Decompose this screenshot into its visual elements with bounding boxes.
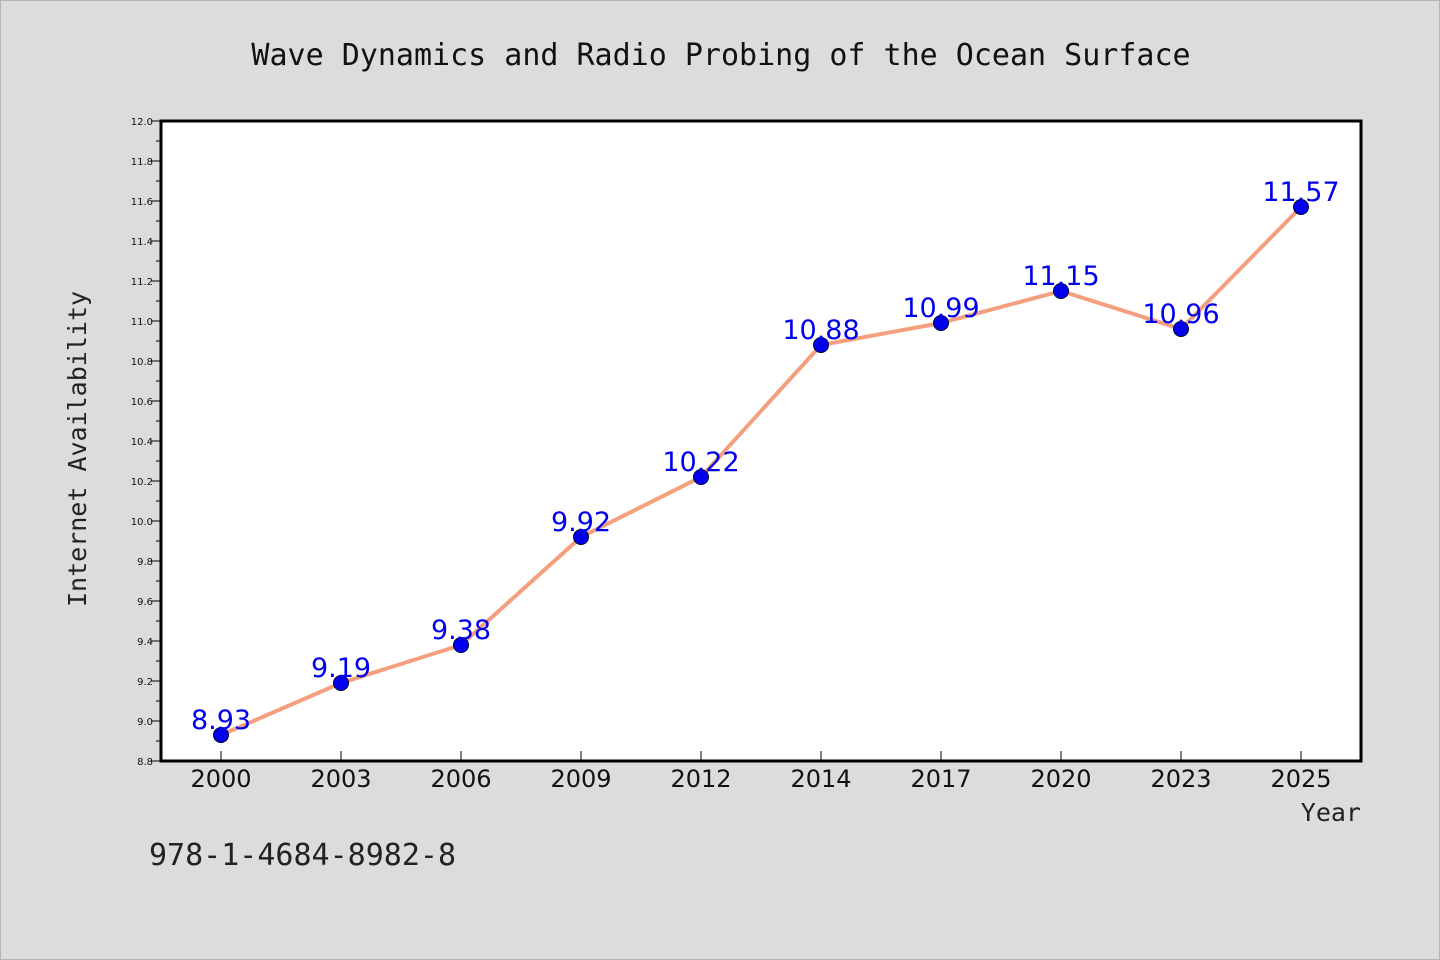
- x-tick-label: 2020: [1030, 765, 1091, 793]
- y-tick-label: 9.8: [137, 557, 153, 568]
- y-tick-label: 11.6: [131, 197, 153, 208]
- y-tick-label: 12.0: [131, 117, 153, 128]
- chart-title: Wave Dynamics and Radio Probing of the O…: [251, 38, 1190, 73]
- data-label: 10.99: [902, 293, 979, 324]
- series-line: [219, 205, 1303, 737]
- x-axis: 2000 2003 2006 2009 2012 2014 2017 2020 2023 2025: [190, 751, 1332, 793]
- x-tick-label: 2000: [190, 765, 251, 793]
- data-label: 9.19: [311, 653, 371, 684]
- data-point: [213, 727, 229, 743]
- x-tick-label: 2003: [310, 765, 371, 793]
- y-tick-label: 10.2: [131, 477, 153, 488]
- data-label: 8.93: [191, 705, 251, 736]
- y-tick-label: 9.6: [137, 597, 153, 608]
- y-tick-label: 9.4: [137, 637, 153, 648]
- x-tick-label: 2014: [790, 765, 851, 793]
- y-tick-label: 8.8: [137, 757, 153, 768]
- y-axis: 8.8 9.0 9.2 9.4 9.6 9.8 10.0 10.2 10.4 10.6 10.8 11…: [131, 117, 161, 768]
- series-layer: [213, 199, 1309, 743]
- data-label: 10.96: [1142, 299, 1219, 330]
- x-tick-label: 2017: [910, 765, 971, 793]
- x-tick-label: 2012: [670, 765, 731, 793]
- data-point: [573, 529, 589, 545]
- y-tick-label: 10.4: [131, 437, 153, 448]
- data-point: [693, 469, 709, 485]
- y-tick-label: 10.6: [131, 397, 153, 408]
- data-label: 10.88: [782, 315, 859, 346]
- data-label: 10.22: [662, 447, 739, 478]
- data-point: [1053, 283, 1069, 299]
- x-tick-label: 2006: [430, 765, 491, 793]
- data-label: 11.57: [1262, 177, 1339, 208]
- y-tick-label: 11.2: [131, 277, 153, 288]
- y-tick-label: 11.4: [131, 237, 153, 248]
- data-label: 11.15: [1022, 261, 1099, 292]
- y-tick-label: 9.2: [137, 677, 153, 688]
- y-tick-label: 10.0: [131, 517, 153, 528]
- y-tick-label: 11.0: [131, 317, 153, 328]
- x-tick-label: 2023: [1150, 765, 1211, 793]
- y-axis-label: Internet Availability: [63, 291, 92, 607]
- data-point: [453, 637, 469, 653]
- y-tick-label: 9.0: [137, 717, 153, 728]
- data-point: [1293, 199, 1309, 215]
- y-tick-label: 11.8: [131, 157, 153, 168]
- data-label: 9.92: [551, 507, 611, 538]
- data-labels: 8.93 9.19 9.38 9.92 10.22 10.88 10.99 11.15 10.9…: [191, 177, 1340, 736]
- x-tick-label: 2025: [1270, 765, 1331, 793]
- data-point: [813, 337, 829, 353]
- plot-area: [159, 119, 1363, 763]
- isbn-footnote: 978-1-4684-8982-8: [149, 838, 456, 873]
- y-tick-label: 10.8: [131, 357, 153, 368]
- data-point: [1173, 321, 1189, 337]
- data-label: 9.38: [431, 615, 491, 646]
- data-point: [333, 675, 349, 691]
- x-tick-label: 2009: [550, 765, 611, 793]
- data-point: [933, 315, 949, 331]
- x-axis-label: Year: [1301, 798, 1361, 827]
